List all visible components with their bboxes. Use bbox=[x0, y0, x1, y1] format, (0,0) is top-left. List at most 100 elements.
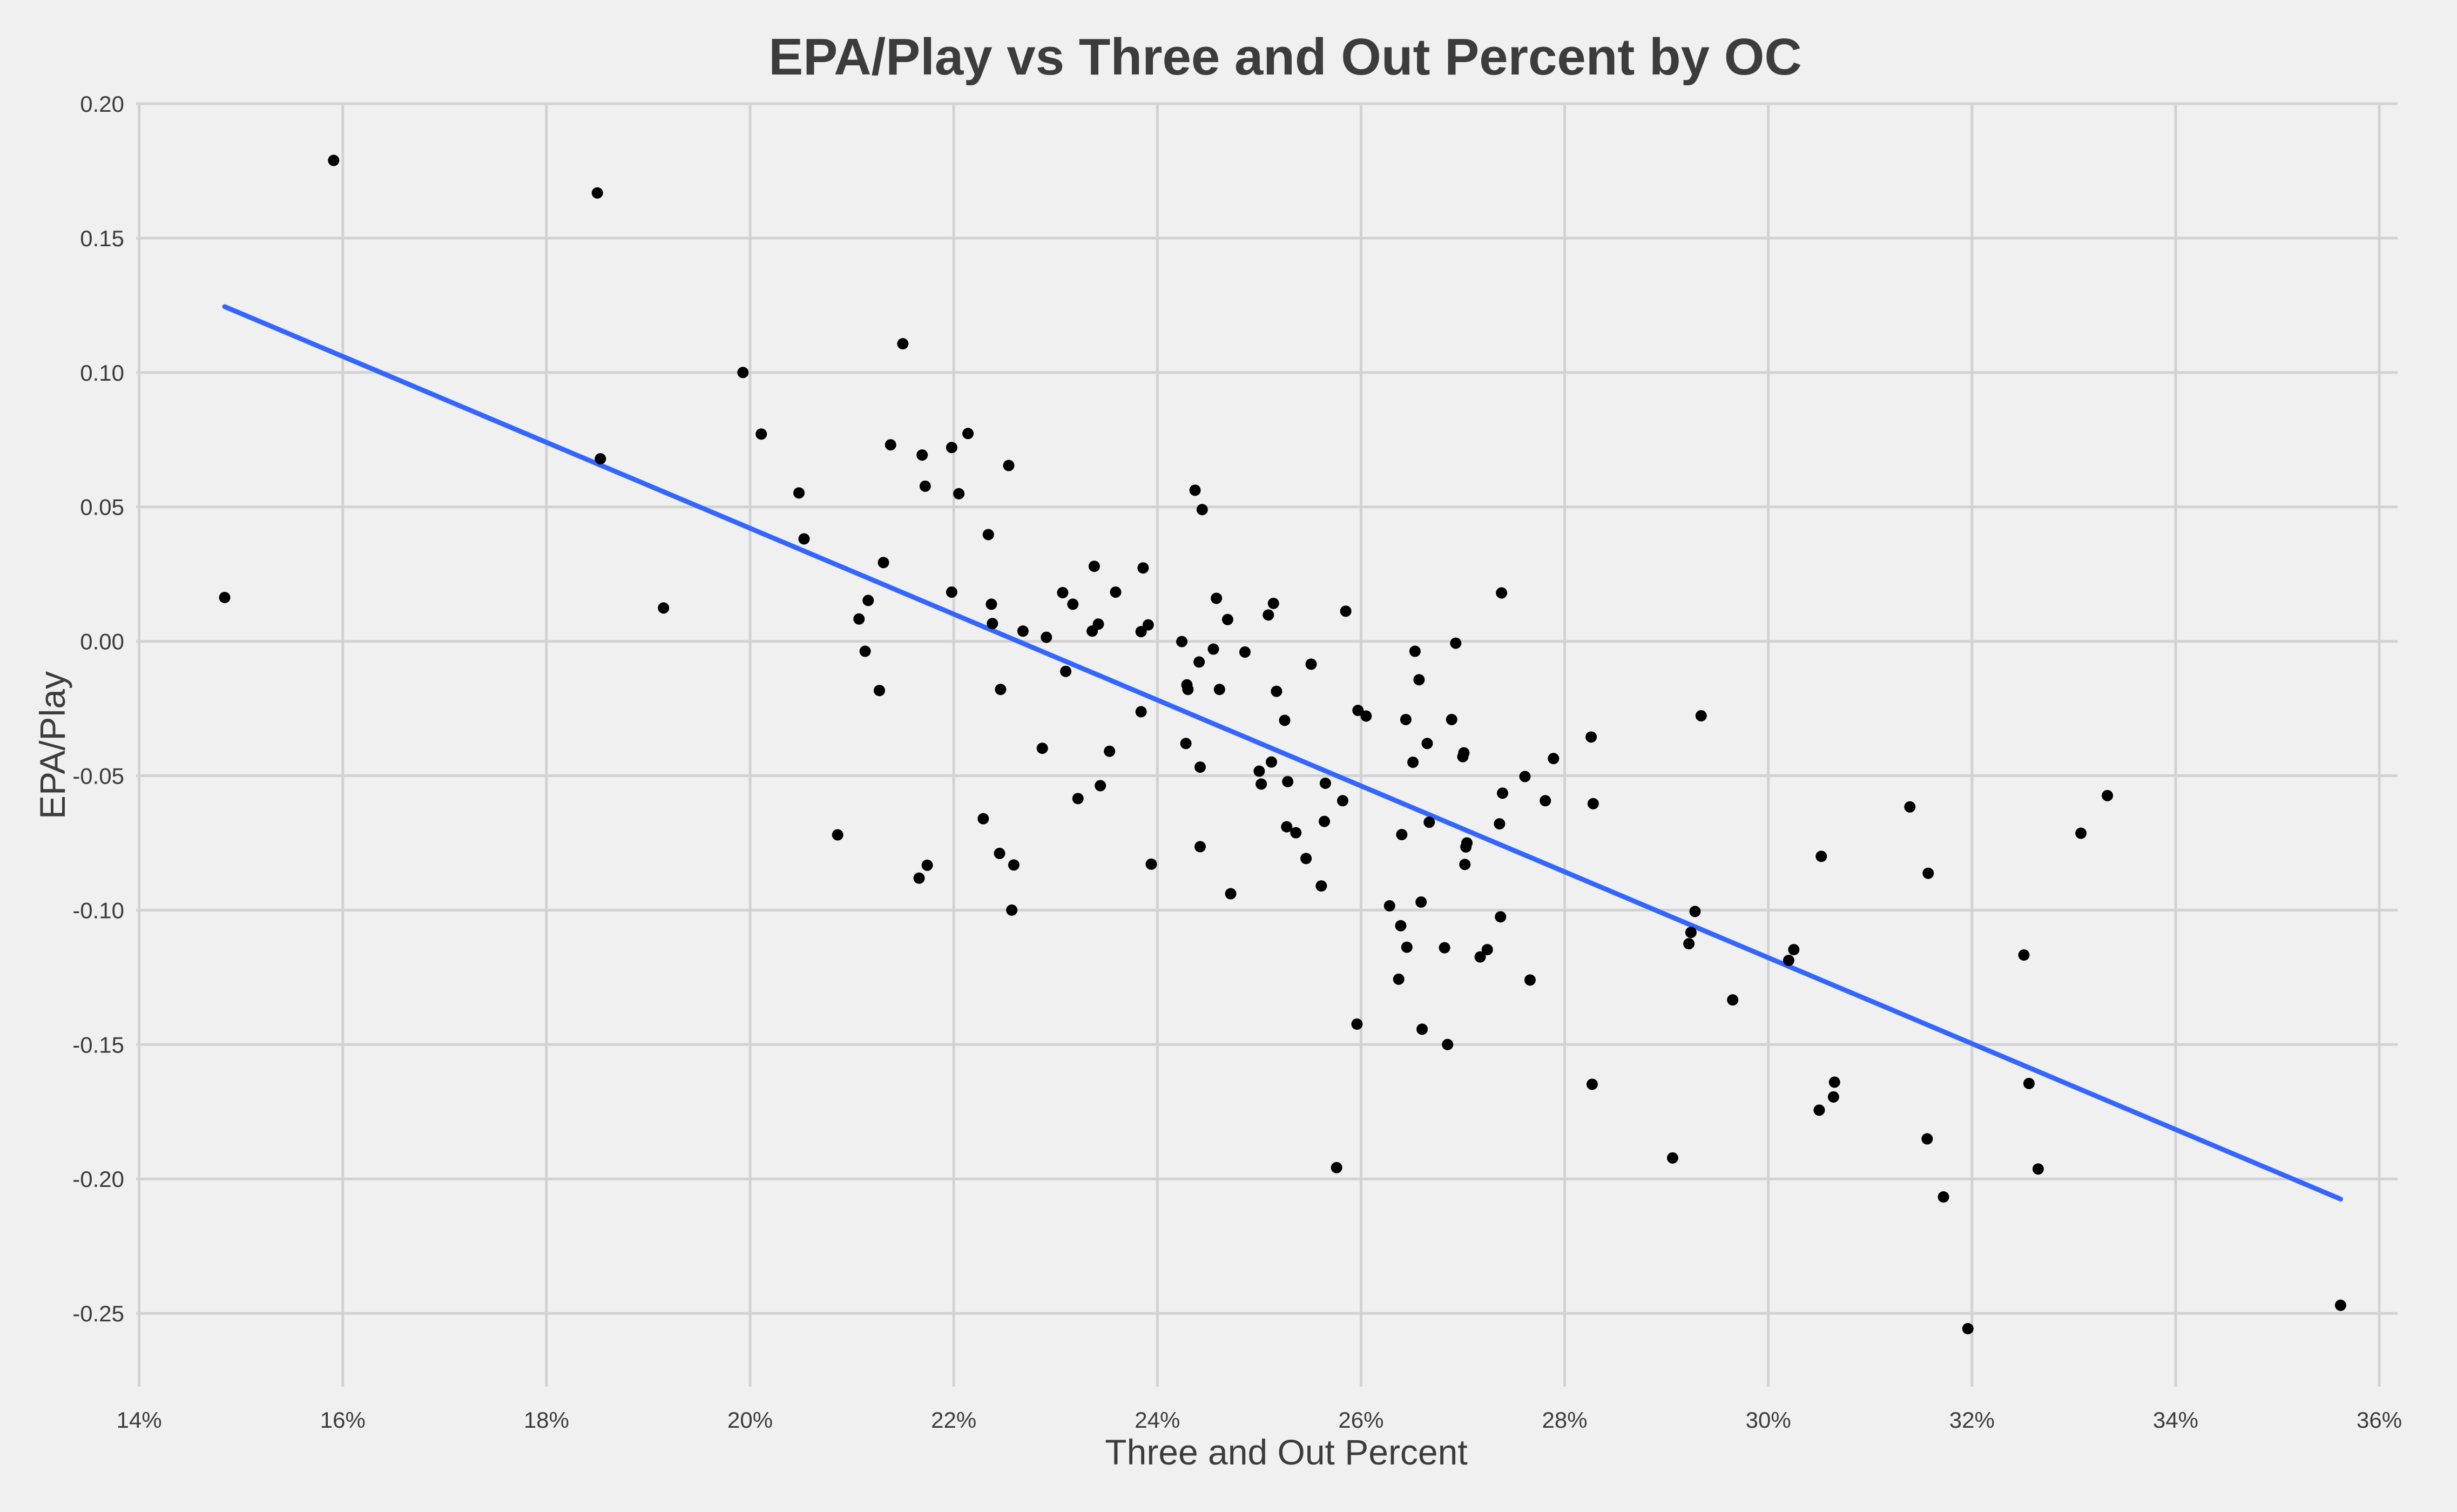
scatter-point bbox=[1788, 944, 1800, 956]
y-tick-label: -0.05 bbox=[72, 764, 124, 789]
scatter-point bbox=[946, 442, 957, 454]
scatter-point bbox=[1041, 631, 1052, 643]
scatter-point bbox=[1497, 787, 1509, 799]
scatter-point bbox=[1253, 765, 1265, 777]
scatter-point bbox=[1439, 942, 1450, 954]
scatter-point bbox=[1481, 944, 1493, 956]
scatter-point bbox=[962, 428, 974, 440]
scatter-point bbox=[1036, 742, 1048, 754]
horizontal-gridlines bbox=[136, 102, 2398, 1315]
scatter-point bbox=[1213, 684, 1225, 696]
scatter-point bbox=[2023, 1077, 2035, 1089]
x-tick-label: 14% bbox=[117, 1407, 162, 1433]
scatter-point bbox=[2018, 949, 2030, 961]
scatter-point bbox=[1813, 1104, 1825, 1116]
scatter-point bbox=[1922, 867, 1934, 879]
scatter-point bbox=[1017, 625, 1029, 637]
scatter-point bbox=[1783, 954, 1794, 966]
scatter-point bbox=[1494, 818, 1506, 830]
scatter-point bbox=[1180, 738, 1192, 750]
scatter-point bbox=[2032, 1163, 2044, 1175]
scatter-point bbox=[1393, 973, 1405, 985]
scatter-point bbox=[1407, 757, 1419, 768]
scatter-point bbox=[885, 439, 896, 451]
scatter-point bbox=[1360, 710, 1372, 722]
scatter-point bbox=[737, 367, 749, 379]
scatter-point bbox=[1962, 1322, 1974, 1334]
scatter-point bbox=[1221, 613, 1233, 625]
scatter-point bbox=[1211, 592, 1223, 604]
scatter-point bbox=[328, 154, 340, 166]
scatter-point bbox=[1421, 738, 1433, 750]
scatter-point bbox=[946, 586, 957, 598]
x-tick-labels: 14% 16% 18% 20% 22% 24% 26% 28% 30% 32% 34% 36% bbox=[117, 1407, 2402, 1433]
scatter-point bbox=[1142, 619, 1154, 631]
scatter-point bbox=[1828, 1076, 1840, 1088]
y-tick-label: 0.15 bbox=[80, 226, 124, 251]
scatter-point bbox=[1092, 618, 1104, 630]
scatter-point bbox=[1067, 598, 1079, 610]
scatter-point bbox=[1458, 747, 1470, 759]
y-tick-label: -0.10 bbox=[72, 897, 124, 923]
scatter-point bbox=[1267, 597, 1279, 609]
scatter-point bbox=[1193, 656, 1205, 668]
scatter-point bbox=[1315, 880, 1327, 892]
y-tick-labels: 0.20 0.15 0.10 0.05 0.00 -0.05 -0.10 -0.15 -0.20… bbox=[72, 91, 124, 1326]
scatter-point bbox=[1319, 777, 1331, 789]
scatter-point bbox=[1727, 994, 1739, 1006]
scatter-point bbox=[1495, 911, 1507, 923]
scatter-point bbox=[977, 813, 989, 825]
scatter-point bbox=[1587, 798, 1599, 809]
scatter-point bbox=[832, 829, 843, 841]
scatter-point bbox=[1194, 841, 1206, 853]
scatter-point bbox=[1401, 941, 1413, 953]
scatter-point bbox=[1057, 586, 1069, 598]
scatter-point bbox=[1442, 1038, 1454, 1050]
scatter-point bbox=[1383, 900, 1395, 912]
x-tick-label: 30% bbox=[1746, 1407, 1791, 1433]
scatter-point bbox=[2075, 827, 2087, 839]
scatter-point bbox=[1351, 1018, 1363, 1030]
scatter-point bbox=[1683, 938, 1695, 950]
scatter-point bbox=[921, 859, 933, 871]
x-tick-label: 18% bbox=[524, 1407, 569, 1433]
scatter-point bbox=[658, 602, 670, 614]
y-tick-label: 0.05 bbox=[80, 495, 124, 520]
x-tick-label: 36% bbox=[2357, 1407, 2402, 1433]
scatter-point bbox=[1137, 562, 1149, 574]
scatter-point bbox=[1104, 745, 1116, 757]
y-tick-label: 0.20 bbox=[80, 91, 124, 117]
scatter-point bbox=[2102, 789, 2114, 801]
scatter-point bbox=[595, 453, 606, 465]
scatter-point bbox=[1352, 705, 1364, 717]
scatter-point bbox=[982, 529, 994, 541]
scatter-point bbox=[1423, 816, 1435, 828]
scatter-point bbox=[1540, 795, 1551, 807]
trend-line-layer bbox=[222, 304, 2343, 1202]
scatter-point bbox=[897, 338, 909, 350]
scatter-point bbox=[987, 618, 998, 630]
x-tick-label: 28% bbox=[1542, 1407, 1588, 1433]
scatter-point bbox=[1265, 756, 1277, 768]
scatter-point bbox=[1586, 1078, 1598, 1090]
scatter-point bbox=[1305, 658, 1317, 670]
x-tick-label: 34% bbox=[2153, 1407, 2198, 1433]
scatter-point bbox=[1336, 795, 1348, 807]
y-axis-label: EPA/Play bbox=[32, 671, 72, 819]
y-tick-label: 0.00 bbox=[80, 629, 124, 654]
scatter-point bbox=[798, 533, 810, 545]
scatter-point bbox=[1088, 561, 1100, 572]
scatter-point bbox=[995, 684, 1007, 696]
scatter-point bbox=[1416, 1023, 1428, 1035]
y-tick-label: 0.10 bbox=[80, 360, 124, 386]
scatter-point bbox=[1176, 636, 1188, 647]
scatter-point bbox=[1446, 713, 1457, 725]
scatter-point bbox=[1938, 1191, 1949, 1203]
scatter-point bbox=[1008, 859, 1020, 871]
scatter-point bbox=[1395, 920, 1407, 932]
scatter-point bbox=[916, 449, 928, 461]
y-tick-label: -0.15 bbox=[72, 1032, 124, 1057]
y-tick-label: -0.25 bbox=[72, 1301, 124, 1326]
scatter-point bbox=[1279, 714, 1291, 726]
